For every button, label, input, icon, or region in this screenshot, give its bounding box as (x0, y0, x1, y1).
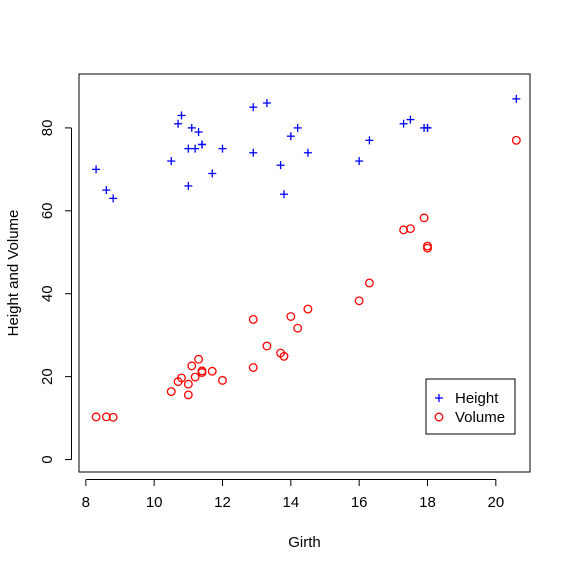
volume-point (101, 412, 111, 422)
x-tick-label: 8 (82, 494, 90, 511)
height-point (109, 194, 118, 203)
height-point (355, 157, 364, 166)
volume-point (91, 412, 101, 422)
series-height (92, 94, 521, 203)
y-axis: 0 20 40 60 80 (39, 120, 72, 464)
height-point (249, 148, 258, 157)
legend-box (425, 378, 516, 435)
x-axis: 8 10 12 14 16 18 20 (82, 479, 504, 511)
height-point (194, 128, 203, 137)
height-point (512, 94, 521, 103)
height-point (198, 140, 206, 149)
volume-point (511, 135, 521, 145)
volume-point (248, 314, 258, 324)
series-volume (91, 135, 521, 422)
height-point (102, 186, 111, 195)
volume-point (218, 375, 227, 385)
y-tick-label: 40 (39, 285, 56, 302)
height-point (399, 119, 408, 128)
height-point (187, 123, 196, 132)
volume-point (248, 363, 258, 372)
y-tick-label: 20 (39, 368, 56, 385)
height-point (218, 144, 227, 153)
y-tick-label: 80 (39, 120, 56, 137)
x-tick-label: 10 (146, 494, 163, 511)
height-point (423, 123, 432, 132)
volume-point (364, 278, 374, 288)
x-tick-label: 18 (419, 494, 436, 511)
height-point (92, 165, 101, 174)
x-axis-title: Girth (288, 534, 321, 551)
volume-point (354, 296, 364, 306)
volume-point (190, 372, 200, 382)
height-point (293, 123, 302, 132)
legend-volume-marker (434, 412, 444, 422)
height-point (303, 148, 312, 157)
height-point (262, 99, 271, 108)
volume-point (303, 304, 313, 314)
volume-point (279, 351, 289, 361)
legend-height-label: Height (455, 390, 499, 407)
height-point (276, 161, 285, 170)
volume-point (187, 361, 197, 371)
y-tick-label: 60 (39, 202, 56, 219)
volume-point (183, 379, 193, 389)
plot-frame (78, 73, 531, 473)
height-point (174, 119, 183, 128)
volume-point (293, 323, 303, 333)
height-point (184, 144, 193, 153)
legend-height-marker (435, 394, 443, 402)
height-point (208, 169, 217, 178)
height-point (365, 136, 374, 145)
volume-point (423, 243, 432, 253)
height-point (249, 103, 258, 112)
data-points (91, 94, 521, 422)
volume-point (207, 366, 217, 376)
x-tick-label: 14 (282, 494, 299, 511)
volume-point (197, 366, 207, 376)
volume-point (183, 390, 193, 400)
height-point (177, 111, 186, 120)
y-tick-label: 0 (39, 455, 56, 463)
x-tick-label: 16 (351, 494, 368, 511)
height-point (184, 181, 193, 190)
volume-point (194, 354, 204, 364)
x-tick-label: 20 (487, 494, 504, 511)
height-point (286, 132, 295, 141)
volume-point (286, 312, 296, 321)
y-axis-title: Height and Volume (5, 210, 22, 337)
volume-point (405, 224, 415, 234)
height-point (191, 144, 200, 153)
volume-point (177, 373, 186, 383)
height-point (406, 115, 415, 124)
height-point (167, 157, 176, 166)
volume-point (262, 341, 272, 351)
volume-point (108, 412, 118, 422)
legend-volume-label: Volume (455, 409, 505, 426)
legend: Height Volume (425, 378, 516, 435)
x-tick-label: 12 (214, 494, 231, 511)
height-point (280, 190, 288, 199)
volume-point (419, 213, 429, 223)
volume-point (166, 387, 176, 397)
